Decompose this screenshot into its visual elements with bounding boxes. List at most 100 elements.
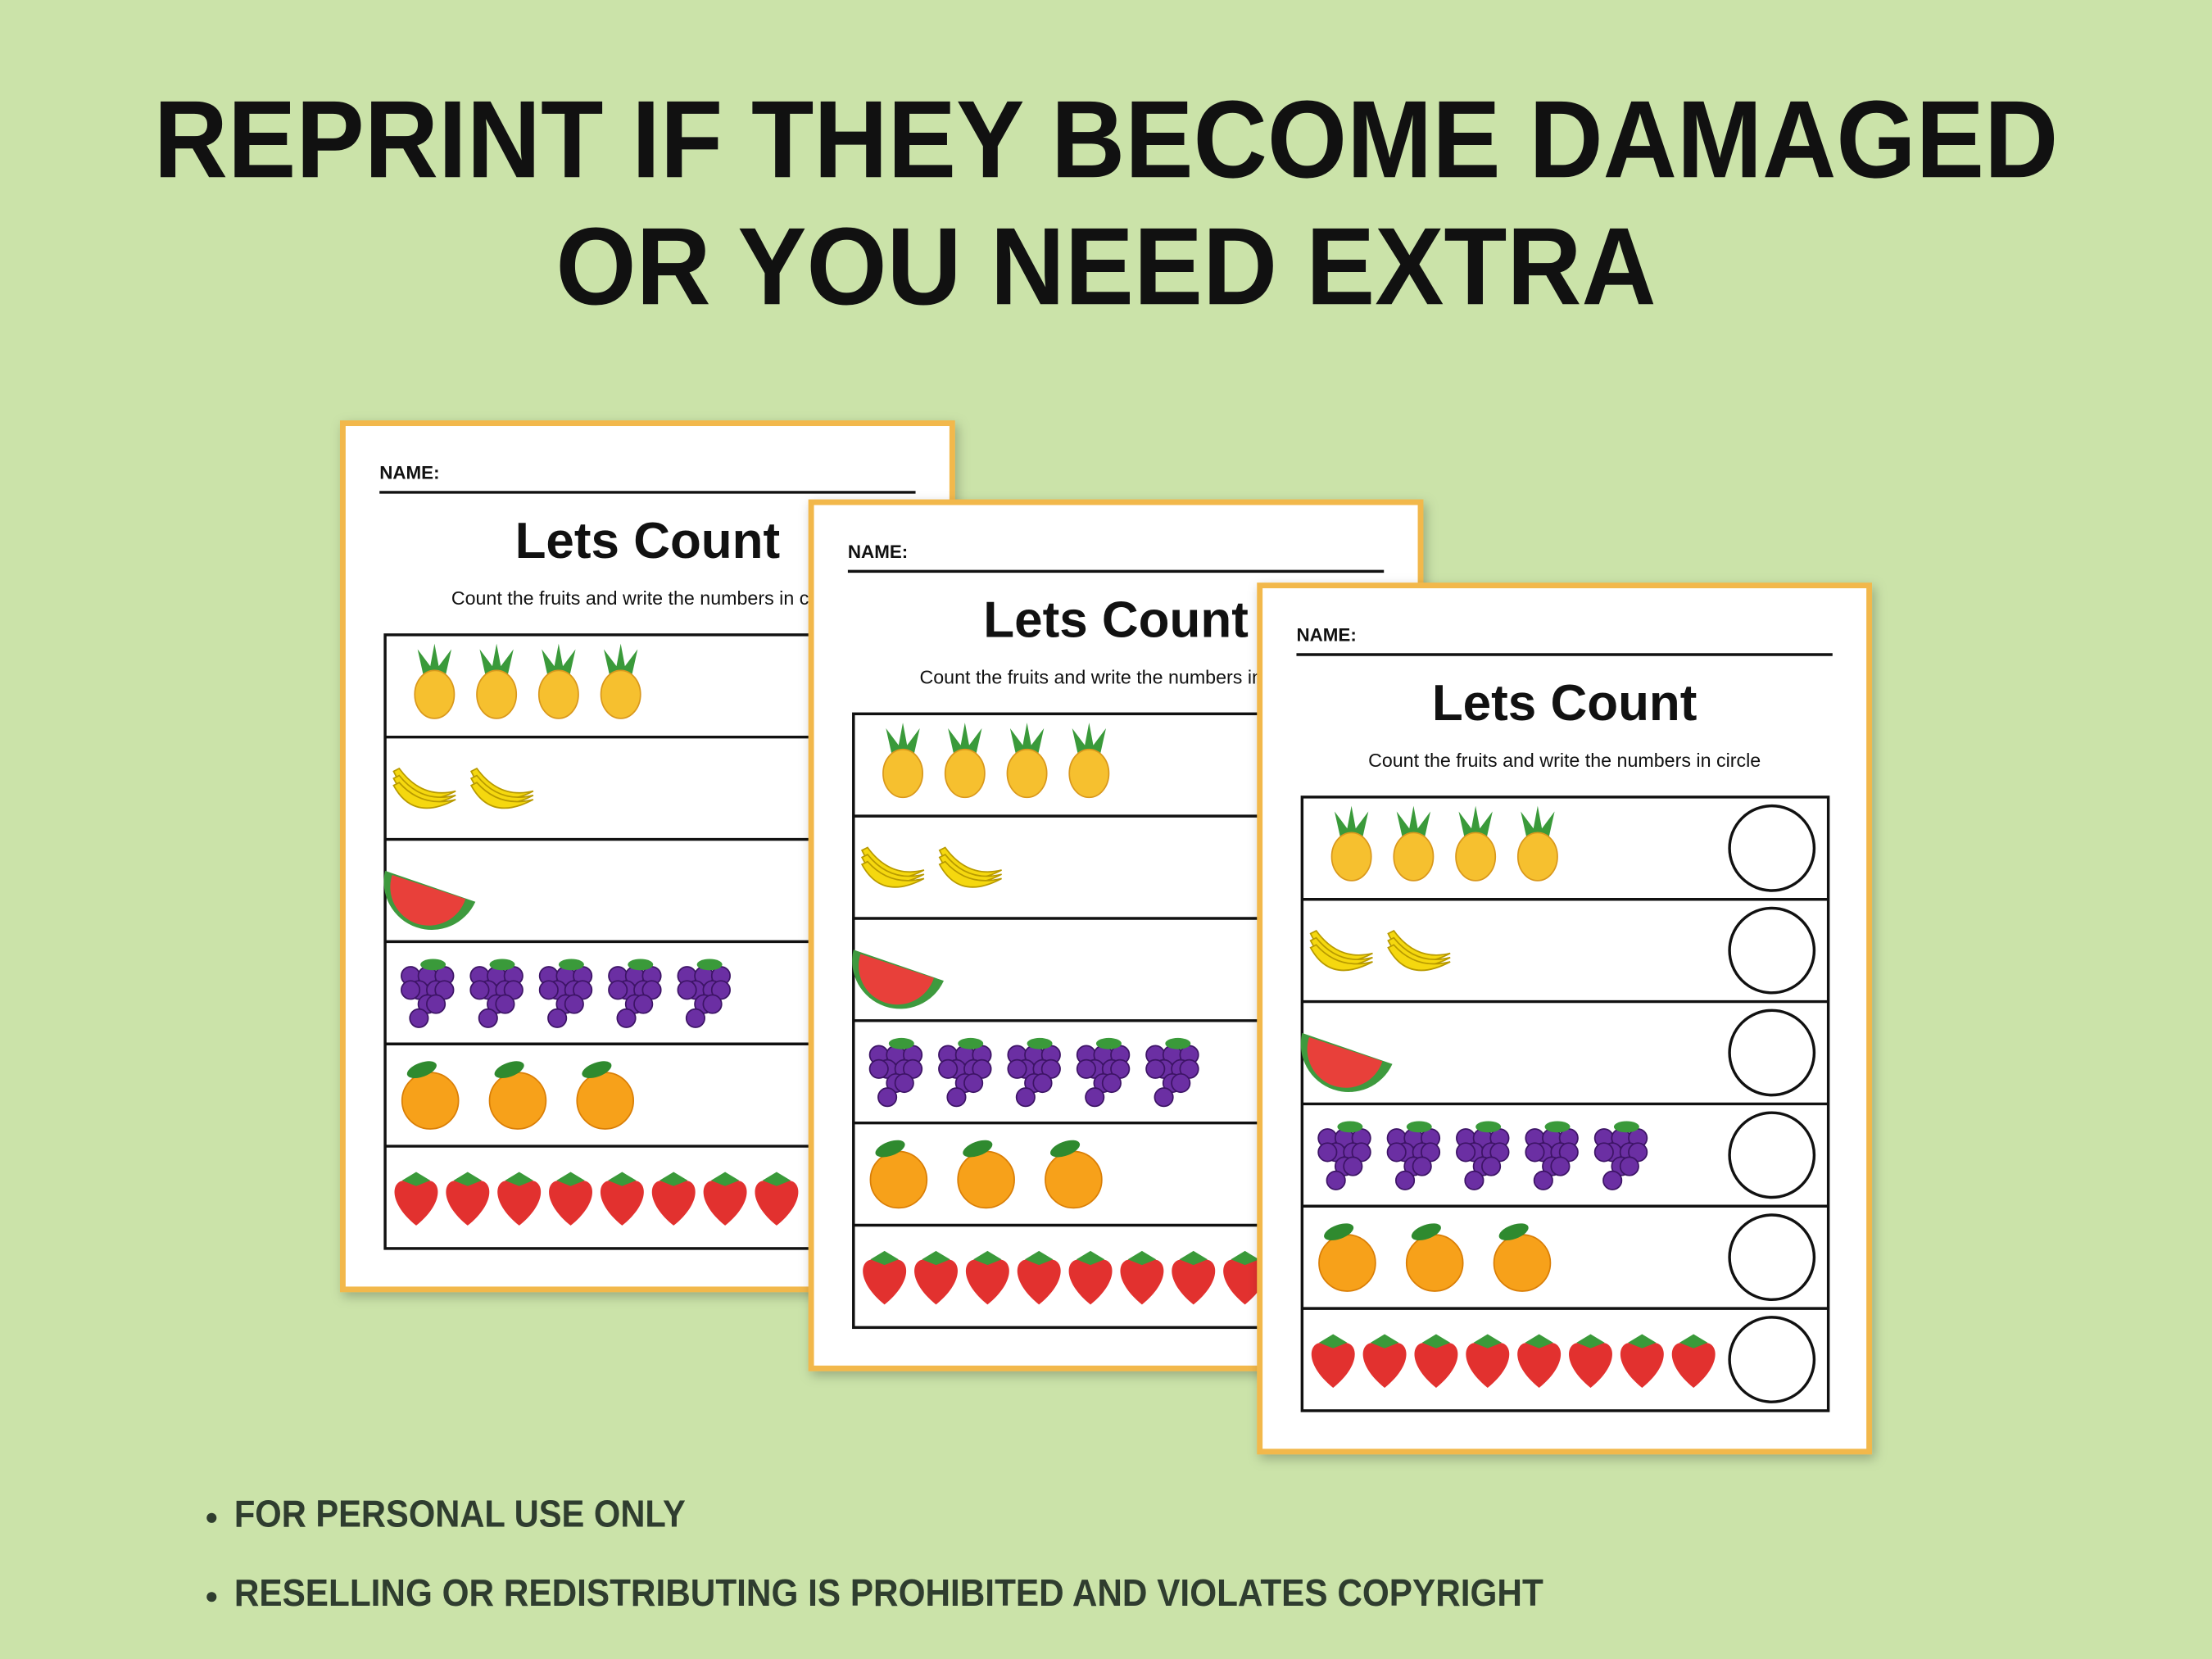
pineapple-body <box>600 669 641 719</box>
grape <box>401 980 421 1000</box>
strawberry <box>394 1180 438 1226</box>
grape <box>1085 1087 1105 1108</box>
leaves <box>1072 723 1106 754</box>
orange <box>957 1150 1015 1209</box>
leaf <box>1411 1223 1441 1241</box>
strawberry <box>1569 1342 1612 1388</box>
strawberry <box>1120 1259 1164 1305</box>
pineapple-body <box>1068 748 1110 799</box>
strawberry-top <box>1576 1334 1605 1349</box>
instructions: Count the fruits and write the numbers i… <box>919 666 1312 687</box>
strawberry-top <box>401 1172 431 1186</box>
strawberry-top <box>1421 1334 1451 1349</box>
grape <box>495 994 515 1014</box>
sheet-title: Lets Count <box>1432 675 1698 732</box>
sheet-title: Lets Count <box>515 513 781 569</box>
grape <box>677 980 697 1000</box>
grape <box>1593 1142 1614 1163</box>
pineapple-body <box>882 748 924 799</box>
pineapple-body <box>414 669 456 719</box>
leaf <box>558 959 584 971</box>
leaves <box>1334 805 1369 837</box>
banana <box>938 860 1002 888</box>
orange <box>1493 1234 1552 1292</box>
strawberry-top <box>1525 1334 1553 1349</box>
leaf <box>1613 1121 1639 1133</box>
grape <box>1525 1142 1545 1163</box>
strawberry-top <box>922 1250 950 1266</box>
grape <box>1412 1156 1432 1176</box>
note: FOR PERSONAL USE ONLY <box>234 1492 686 1534</box>
grape <box>1007 1058 1027 1079</box>
grape <box>946 1087 967 1108</box>
grape <box>1171 1072 1191 1094</box>
strawberry-top <box>1076 1250 1105 1266</box>
grape <box>1619 1156 1639 1176</box>
strawberry <box>863 1259 907 1305</box>
leaf <box>1544 1121 1571 1133</box>
orange <box>1318 1234 1376 1292</box>
strawberry-top <box>1179 1250 1208 1266</box>
strawberry <box>1517 1342 1562 1388</box>
leaf <box>958 1037 984 1049</box>
header-title: OR YOU NEED EXTRA <box>555 205 1656 328</box>
strawberry <box>1311 1342 1355 1388</box>
strawberry <box>1414 1342 1458 1388</box>
grape <box>1481 1156 1502 1176</box>
leaf <box>1027 1037 1053 1049</box>
grape <box>1464 1170 1484 1190</box>
strawberry <box>1671 1342 1716 1388</box>
strawberry-top <box>660 1172 688 1186</box>
answer-circle <box>1728 1316 1816 1403</box>
pineapple-body <box>1455 832 1497 882</box>
grape <box>685 1008 705 1028</box>
pineapple-body <box>1006 748 1048 799</box>
leaves <box>417 643 452 675</box>
strawberry-top <box>1231 1250 1259 1266</box>
melon-flesh <box>390 875 466 926</box>
banana <box>469 782 534 809</box>
grape <box>1326 1170 1346 1190</box>
melon-flesh <box>1307 1037 1383 1088</box>
pineapple-body <box>1330 832 1372 882</box>
grape <box>547 1008 568 1028</box>
leaf <box>1095 1037 1122 1049</box>
strawberry <box>1017 1259 1061 1305</box>
leaf <box>494 1061 524 1079</box>
answer-circle <box>1728 1111 1816 1199</box>
leaves <box>948 723 982 754</box>
leaf <box>1324 1223 1354 1241</box>
strawberry-top <box>1319 1334 1348 1349</box>
leaf <box>489 959 515 971</box>
strawberry-top <box>453 1172 483 1186</box>
strawberry-top <box>710 1172 740 1186</box>
strawberry <box>651 1180 696 1226</box>
grape <box>478 1008 498 1028</box>
strawberry <box>965 1259 1009 1305</box>
strawberry-top <box>1473 1334 1503 1349</box>
grape <box>564 994 584 1014</box>
strawberry <box>600 1180 644 1226</box>
banana <box>1309 944 1373 972</box>
strawberry <box>914 1259 958 1305</box>
leaves <box>1009 723 1045 754</box>
strawberry <box>755 1180 799 1226</box>
leaves <box>603 643 638 675</box>
leaf <box>888 1037 914 1049</box>
grape <box>538 980 559 1000</box>
banana <box>860 860 925 888</box>
answer-circle <box>1728 906 1816 995</box>
grape <box>1456 1142 1476 1163</box>
leaves <box>1458 805 1493 837</box>
leaf <box>1406 1121 1432 1133</box>
strawberry-top <box>762 1172 791 1186</box>
grape <box>1533 1170 1553 1190</box>
grape <box>1343 1156 1363 1176</box>
leaves <box>1396 805 1431 837</box>
leaf <box>1337 1121 1363 1133</box>
worksheet: NAME: Lets Count Count the fruits and writ… <box>1257 582 1873 1455</box>
leaf <box>1050 1140 1081 1158</box>
pineapple-body <box>537 669 579 719</box>
sheet-title: Lets Count <box>983 592 1249 648</box>
banana <box>1387 944 1451 972</box>
